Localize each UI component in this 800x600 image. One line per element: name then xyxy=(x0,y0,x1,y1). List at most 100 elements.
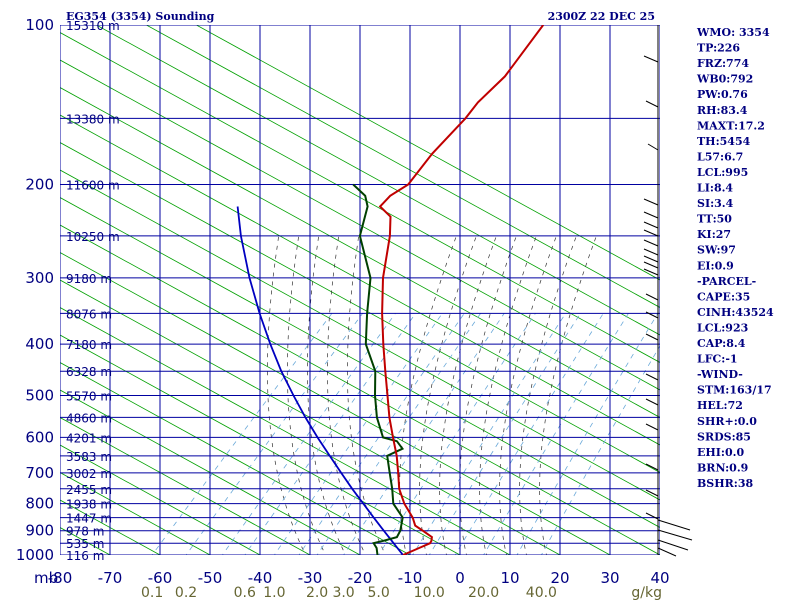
height-label: 5570 m xyxy=(66,389,112,403)
temperature-tick-label: 10 xyxy=(500,569,519,587)
temperature-tick-label: -10 xyxy=(398,569,423,587)
mixing-ratio-label: 2.0 xyxy=(306,585,328,600)
pressure-tick-label: 100 xyxy=(25,16,54,34)
index-line: -WIND- xyxy=(697,368,743,381)
height-label: 13380 m xyxy=(66,112,120,126)
mixing-ratio-unit-label: g/kg xyxy=(631,585,662,600)
index-line: WB0:792 xyxy=(696,73,753,86)
height-label: 4201 m xyxy=(66,431,112,445)
height-label: 11600 m xyxy=(66,179,120,193)
index-line: EI:0.9 xyxy=(697,259,734,272)
wind-barb xyxy=(657,547,677,557)
index-line: LI:8.4 xyxy=(697,182,733,195)
height-label: 7180 m xyxy=(66,338,112,352)
index-line: SHR+:0.0 xyxy=(697,415,757,428)
dewpoint-trace xyxy=(352,183,405,555)
index-line: BRN:0.9 xyxy=(697,461,748,474)
dry-adiabat xyxy=(60,307,511,555)
mixing-ratio-label: 40.0 xyxy=(526,585,557,600)
index-line: STM:163/17 xyxy=(697,384,772,397)
wind-barb xyxy=(643,229,659,237)
height-label: 3002 m xyxy=(66,467,112,481)
index-line: SI:3.4 xyxy=(697,197,734,210)
index-line: TH:5454 xyxy=(697,135,751,148)
mixing-ratio-line xyxy=(151,313,333,555)
index-line: WMO: 3354 xyxy=(696,26,770,39)
valid-time: 2300Z 22 DEC 25 xyxy=(548,10,655,23)
dry-adiabat xyxy=(60,362,411,555)
index-line: TT:50 xyxy=(697,213,732,226)
temperature-tick-label: -30 xyxy=(298,569,323,587)
index-line: LCL:995 xyxy=(697,166,748,179)
mixing-ratio-label: 1.0 xyxy=(263,585,285,600)
mixing-ratio-line xyxy=(185,313,363,555)
height-label: 978 m xyxy=(66,525,104,539)
wind-barb xyxy=(657,519,691,531)
pressure-tick-label: 400 xyxy=(25,335,54,353)
height-label: 535 m xyxy=(66,537,104,551)
temperature-tick-label: 0 xyxy=(455,569,465,587)
pressure-tick-label: 500 xyxy=(25,386,54,404)
height-label: 10250 m xyxy=(66,230,120,244)
pressure-tick-label: 800 xyxy=(25,495,54,513)
wind-barb xyxy=(645,373,659,381)
wind-barb xyxy=(645,311,659,319)
mixing-ratio-label: 0.6 xyxy=(234,585,256,600)
index-line: CINH:43524 xyxy=(697,306,774,319)
dry-adiabat xyxy=(60,389,361,555)
index-line: MAXT:17.2 xyxy=(697,119,765,132)
height-label: 9180 m xyxy=(66,272,112,286)
dry-adiabat xyxy=(60,252,611,555)
temperature-tick-label: -50 xyxy=(198,569,223,587)
pressure-tick-label: 700 xyxy=(25,464,54,482)
wind-barb xyxy=(657,529,693,541)
temperature-tick-label: -40 xyxy=(248,569,273,587)
wind-barb xyxy=(645,398,659,406)
mixing-ratio-line xyxy=(516,313,659,555)
height-label: 116 m xyxy=(66,549,104,563)
station-title: EG354 (3354) Sounding xyxy=(66,10,215,23)
wind-barb xyxy=(643,239,659,247)
temperature-tick-label: -80 xyxy=(48,569,73,587)
mixing-ratio-line xyxy=(454,313,604,555)
index-line: L57:6.7 xyxy=(697,150,743,163)
height-label: 4860 m xyxy=(66,411,112,425)
wind-barb xyxy=(643,261,659,269)
wind-barb xyxy=(645,100,659,108)
wind-barb xyxy=(657,539,689,551)
temperature-pressure-grid xyxy=(60,25,660,555)
index-line: BSHR:38 xyxy=(697,477,753,490)
wind-barb xyxy=(643,55,659,63)
indices-panel: WMO: 3354 TP:226 FRZ:774 WB0:792 PW:0.76 RH:8… xyxy=(696,26,774,490)
wind-barb xyxy=(643,221,659,229)
wind-barb xyxy=(643,198,659,206)
pressure-unit-label: mb xyxy=(34,569,58,587)
index-line: RH:83.4 xyxy=(697,104,748,117)
wind-barb xyxy=(643,255,659,263)
mixing-ratio-label: 0.1 xyxy=(141,585,163,600)
index-line: FRZ:774 xyxy=(697,57,749,70)
parcel-trace xyxy=(236,206,404,555)
index-line: CAPE:35 xyxy=(697,290,750,303)
pressure-tick-label: 200 xyxy=(25,176,54,194)
wind-profile xyxy=(643,25,693,557)
wind-barb xyxy=(645,463,659,471)
dry-adiabat xyxy=(60,417,311,555)
index-line: LCL:923 xyxy=(697,321,748,334)
index-line: KI:27 xyxy=(697,228,731,241)
wind-barb xyxy=(645,333,659,341)
index-line: LFC:-1 xyxy=(697,353,738,366)
dry-adiabat xyxy=(60,334,461,555)
height-label: 2455 m xyxy=(66,483,112,497)
index-line: -PARCEL- xyxy=(697,275,756,288)
mixing-ratio-label: 10.0 xyxy=(414,585,445,600)
height-label: 1938 m xyxy=(66,498,112,512)
mixing-ratio-line xyxy=(412,313,566,555)
temperature-tick-label: 30 xyxy=(600,569,619,587)
height-label: 15310 m xyxy=(66,19,120,33)
mixing-ratio-label: 20.0 xyxy=(468,585,499,600)
dry-adiabat xyxy=(60,279,561,555)
mixing-ratio-line xyxy=(428,313,581,555)
axis-labels: 100 15310 m 13380 m 200 11600 m 10250 m 30 0 918… xyxy=(16,16,670,600)
